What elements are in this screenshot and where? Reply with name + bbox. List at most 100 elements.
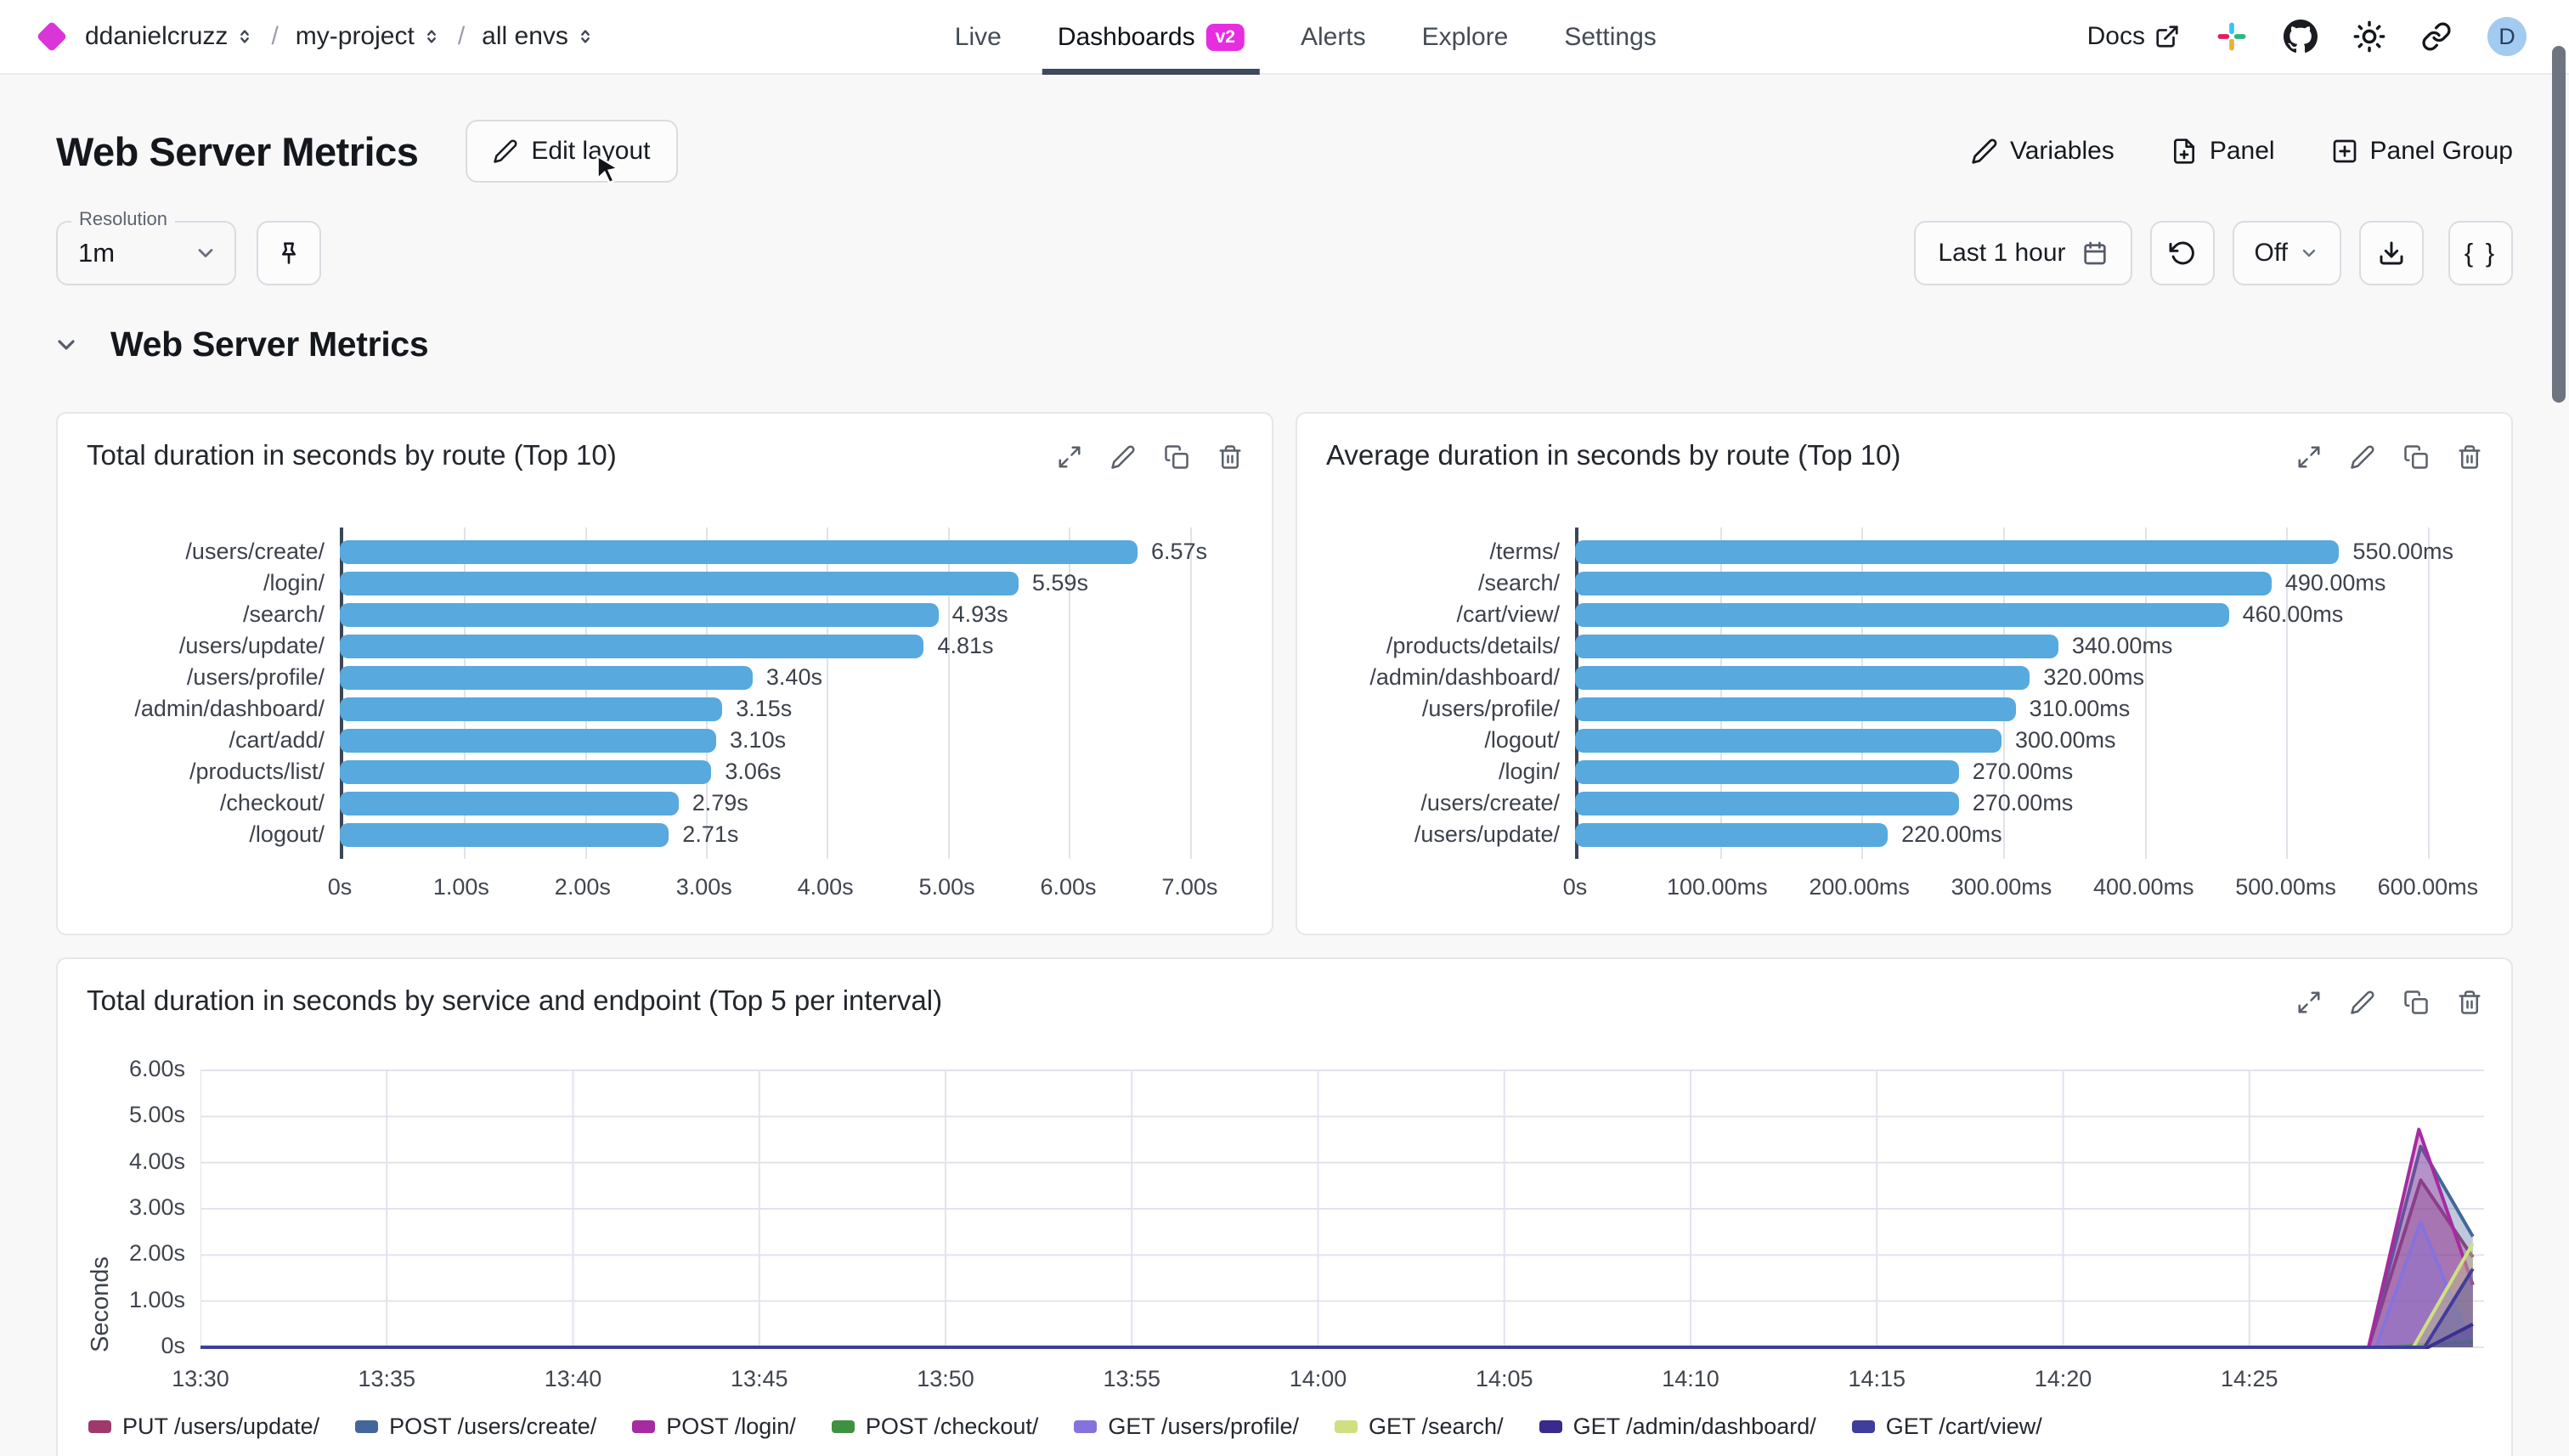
x-tick-label: 200.00ms (1809, 874, 1910, 900)
bar[interactable] (1575, 539, 2340, 564)
nav-tab-live[interactable]: Live (955, 0, 1002, 75)
legend-label: PUT /users/update/ (122, 1414, 320, 1439)
share-link-icon[interactable] (2421, 21, 2452, 52)
edit-icon[interactable] (2350, 990, 2375, 1015)
add-panel-group-button[interactable]: Panel Group (2331, 137, 2513, 166)
bar[interactable] (1575, 728, 2002, 753)
bar[interactable] (1575, 571, 2272, 595)
resolution-select[interactable]: Resolution 1m (56, 208, 236, 285)
mouse-cursor (596, 154, 621, 184)
theme-sun-icon[interactable] (2353, 20, 2386, 53)
bar-row: /search/490.00ms (1324, 567, 2484, 599)
pin-icon (282, 242, 296, 264)
env-name: all envs (482, 22, 568, 50)
expand-icon[interactable] (1057, 444, 1082, 470)
bar[interactable] (1575, 822, 1889, 847)
bar[interactable] (1575, 665, 2030, 690)
docs-label: Docs (2086, 22, 2145, 50)
bar-value-label: 550.00ms (2352, 539, 2453, 564)
bar-row: /products/list/3.06s (85, 756, 1245, 787)
bar[interactable] (1575, 634, 2058, 658)
bar[interactable] (1575, 602, 2229, 627)
variables-label: Variables (2009, 137, 2114, 165)
download-button[interactable] (2359, 221, 2424, 285)
legend-swatch (1335, 1420, 1358, 1433)
x-tick-label: 14:10 (1662, 1366, 1719, 1391)
legend-item[interactable]: GET /cart/view/ (1851, 1414, 2042, 1440)
trash-icon[interactable] (2457, 444, 2482, 470)
breadcrumb: ddanielcruzz / my-project / all envs (36, 20, 595, 53)
refresh-button[interactable] (2149, 221, 2215, 285)
slack-icon[interactable] (2216, 20, 2248, 53)
bar[interactable] (340, 728, 717, 753)
copy-icon[interactable] (2403, 990, 2429, 1015)
bar[interactable] (1575, 697, 2016, 721)
trash-icon[interactable] (1217, 444, 1243, 470)
bar[interactable] (1575, 791, 1959, 815)
bar[interactable] (340, 822, 669, 847)
collapse-chevron-icon[interactable] (53, 331, 80, 358)
nav-tab-alerts[interactable]: Alerts (1301, 0, 1366, 75)
expand-icon[interactable] (2296, 990, 2322, 1015)
pin-button[interactable] (257, 221, 321, 285)
env-selector[interactable]: all envs (482, 22, 595, 51)
auto-refresh-select[interactable]: Off (2232, 221, 2341, 285)
bar[interactable] (1575, 759, 1959, 784)
time-range-button[interactable]: Last 1 hour (1914, 221, 2132, 285)
x-tick-label: 13:45 (730, 1366, 788, 1391)
variables-button[interactable]: Variables (1971, 137, 2114, 166)
bar-value-label: 4.81s (937, 633, 994, 658)
org-selector[interactable]: ddanielcruzz (85, 22, 254, 51)
pencil-icon (494, 139, 517, 163)
legend-item[interactable]: GET /search/ (1335, 1414, 1504, 1440)
nav-tab-dashboards[interactable]: Dashboards v2 (1042, 0, 1260, 75)
nav-tab-settings[interactable]: Settings (1564, 0, 1656, 75)
x-tick-label: 5.00s (918, 874, 975, 900)
project-selector[interactable]: my-project (296, 22, 441, 51)
bar-category-label: /search/ (1477, 570, 1560, 595)
time-series-plot[interactable] (200, 1064, 2484, 1352)
github-icon[interactable] (2284, 20, 2318, 54)
trash-icon[interactable] (2457, 990, 2482, 1015)
bar[interactable] (340, 759, 712, 784)
bar[interactable] (340, 602, 939, 627)
logo-diamond-icon[interactable] (36, 20, 68, 53)
json-view-button[interactable]: { } (2448, 221, 2513, 285)
bar[interactable] (340, 634, 924, 658)
y-tick-label: 6.00s (128, 1056, 185, 1081)
bar[interactable] (340, 697, 723, 721)
x-tick-label: 13:50 (917, 1366, 974, 1391)
add-panel-button[interactable]: Panel (2171, 137, 2275, 166)
active-tab-underline (1042, 69, 1260, 75)
nav-tab-label: Live (954, 23, 1002, 51)
edit-layout-button[interactable]: Edit layout (466, 120, 678, 184)
bar[interactable] (340, 539, 1138, 564)
bar[interactable] (340, 571, 1019, 595)
bar-value-label: 2.71s (682, 821, 739, 847)
bar-category-label: /search/ (242, 601, 325, 627)
legend-item[interactable]: GET /admin/dashboard/ (1539, 1414, 1816, 1440)
legend-item[interactable]: GET /users/profile/ (1074, 1414, 1299, 1440)
user-avatar[interactable]: D (2487, 17, 2527, 56)
bar-category-label: /admin/dashboard/ (1369, 664, 1560, 690)
bar[interactable] (340, 791, 679, 815)
bar-category-label: /login/ (263, 570, 325, 595)
legend-item[interactable]: PUT /users/update/ (88, 1414, 319, 1440)
bar-row: /admin/dashboard/3.15s (85, 693, 1245, 725)
x-tick-label: 400.00ms (2092, 874, 2194, 900)
legend-item[interactable]: POST /login/ (632, 1414, 796, 1440)
legend-item[interactable]: POST /checkout/ (831, 1414, 1038, 1440)
bar-value-label: 5.59s (1031, 570, 1088, 595)
edit-icon[interactable] (1110, 444, 1136, 470)
copy-icon[interactable] (1164, 444, 1189, 470)
bar[interactable] (340, 665, 753, 690)
pencil-icon (1972, 138, 1997, 164)
expand-icon[interactable] (2296, 444, 2322, 470)
nav-tab-explore[interactable]: Explore (1422, 0, 1509, 75)
docs-link[interactable]: Docs (2087, 22, 2180, 51)
vertical-scrollbar[interactable] (2552, 46, 2566, 403)
copy-icon[interactable] (2403, 444, 2429, 470)
edit-icon[interactable] (2350, 444, 2375, 470)
legend-item[interactable]: POST /users/create/ (355, 1414, 596, 1440)
bar-row: /login/5.59s (85, 567, 1245, 599)
